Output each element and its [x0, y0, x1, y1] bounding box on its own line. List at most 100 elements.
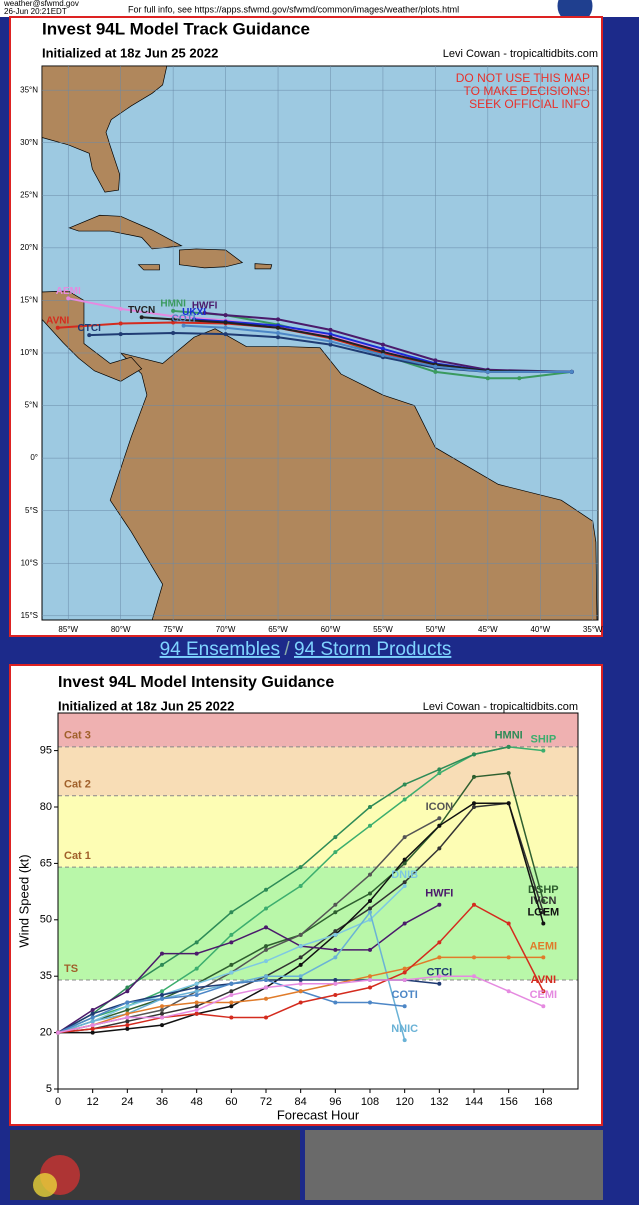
x-tick-label: 132 — [430, 1096, 448, 1108]
model-point — [402, 861, 407, 866]
track-point — [171, 308, 176, 313]
model-point — [472, 902, 476, 907]
y-tick-label: 5°N — [25, 401, 39, 410]
track-point — [433, 364, 438, 369]
header-time: 26-Jun 20:21EDT — [4, 7, 67, 16]
model-point — [264, 985, 268, 990]
x-tick-label: 65°W — [268, 625, 288, 634]
band-label: Cat 3 — [64, 730, 91, 742]
land — [254, 263, 273, 270]
y-tick-label: 20°N — [20, 243, 38, 252]
model-point — [472, 805, 476, 809]
track-label: COTI — [172, 313, 196, 324]
model-point — [402, 883, 407, 888]
x-tick-label: 84 — [295, 1096, 307, 1108]
model-point — [437, 981, 442, 986]
model-point — [402, 857, 407, 862]
chart-subtitle: Initialized at 18z Jun 25 2022 — [58, 698, 234, 713]
y-axis-label: Wind Speed (kt) — [16, 854, 31, 947]
y-tick-label: 20 — [40, 1027, 52, 1039]
land — [68, 214, 183, 250]
model-point — [125, 985, 130, 990]
track-point — [118, 321, 123, 326]
model-point — [368, 805, 372, 809]
model-point — [125, 1026, 130, 1031]
model-point — [437, 955, 442, 960]
track-point — [569, 369, 574, 374]
x-tick-label: 75°W — [163, 625, 183, 634]
y-tick-label: 35°N — [20, 85, 38, 94]
link[interactable]: 94 Ensembles — [160, 639, 280, 660]
track-label: TVCN — [128, 305, 155, 316]
track-point — [485, 376, 490, 381]
track-label: HMNI — [160, 299, 186, 310]
x-tick-label: 168 — [534, 1096, 552, 1108]
x-tick-label: 70°W — [216, 625, 236, 634]
link[interactable]: 94 Storm Products — [294, 639, 451, 660]
x-tick-label: 36 — [156, 1096, 168, 1108]
track-point — [87, 333, 92, 338]
model-point — [333, 977, 338, 982]
model-label: DNIB — [391, 869, 418, 881]
model-point — [437, 974, 442, 979]
model-label: CEMI — [530, 989, 558, 1001]
model-label: NNIC — [391, 1023, 418, 1035]
y-tick-label: 95 — [40, 745, 52, 757]
track-point — [328, 342, 333, 347]
track-point — [118, 332, 123, 337]
model-point — [160, 993, 164, 997]
link-separator: / — [284, 639, 290, 660]
model-point — [368, 977, 372, 982]
x-tick-label: 60°W — [321, 625, 341, 634]
x-tick-label: 60 — [225, 1096, 237, 1108]
model-point — [56, 1030, 60, 1035]
y-tick-label: 50 — [40, 914, 52, 926]
model-point — [333, 902, 338, 907]
model-point — [506, 801, 511, 806]
model-point — [264, 959, 268, 964]
track-point — [485, 369, 490, 374]
y-tick-label: 30°N — [20, 138, 38, 147]
model-point — [506, 989, 511, 994]
model-point — [472, 774, 476, 779]
track-line — [204, 312, 572, 373]
model-point — [229, 993, 234, 997]
model-point — [368, 910, 372, 915]
track-label: AEMI — [56, 286, 81, 297]
track-point — [118, 306, 123, 311]
model-point — [402, 797, 407, 802]
track-point — [276, 331, 281, 336]
model-point — [90, 1026, 95, 1031]
track-point — [223, 325, 228, 330]
model-point — [160, 1023, 164, 1028]
model-point — [90, 1019, 95, 1024]
model-point — [125, 989, 130, 994]
satellite-image — [33, 1173, 57, 1197]
model-point — [194, 985, 199, 990]
track-point — [433, 369, 438, 374]
model-point — [229, 910, 234, 915]
model-point — [541, 748, 546, 753]
track-point — [328, 339, 333, 344]
x-tick-label: 120 — [395, 1096, 413, 1108]
model-point — [298, 932, 303, 937]
y-tick-label: 10°N — [20, 348, 38, 357]
x-tick-label: 0 — [55, 1096, 61, 1108]
model-point — [90, 1011, 95, 1016]
model-label: AEMI — [530, 940, 558, 952]
x-tick-label: 108 — [361, 1096, 379, 1108]
model-point — [437, 771, 442, 776]
track-label: HWFI — [192, 301, 218, 312]
x-tick-label: 40°W — [530, 625, 550, 634]
track-point — [66, 296, 71, 301]
model-point — [541, 899, 546, 903]
model-point — [368, 947, 372, 952]
model-point — [541, 955, 546, 960]
model-point — [368, 985, 372, 990]
model-label: HWFI — [425, 888, 453, 900]
model-point — [402, 835, 407, 840]
model-label: SHIP — [530, 734, 556, 746]
track-point — [171, 331, 176, 336]
